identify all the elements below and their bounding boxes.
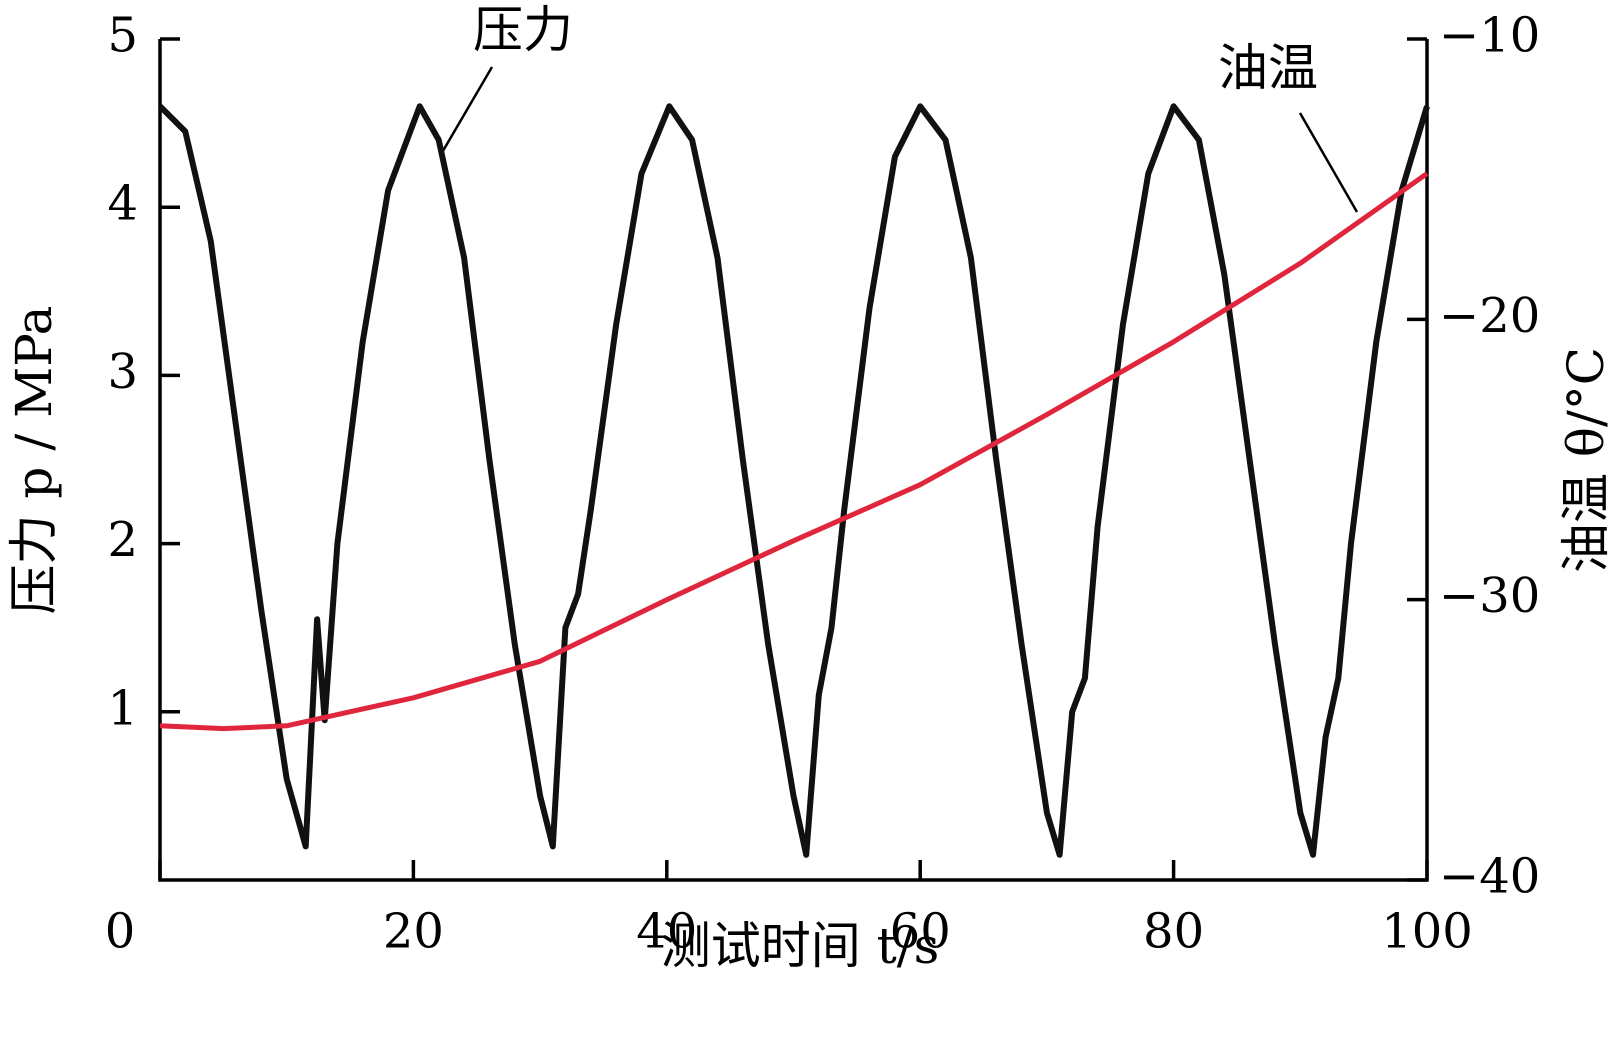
y2-tick-label: −10 (1439, 8, 1540, 64)
x-axis-label: 测试时间 t/s (661, 917, 940, 975)
annotation: 压力 (473, 1, 573, 59)
y2-axis-label: 油温 θ/°C (1557, 347, 1615, 573)
y-tick-label: 4 (107, 176, 138, 232)
x-tick-label: 0 (105, 904, 136, 960)
leader-line (1298, 112, 1359, 213)
x-tick-label: 40 (636, 904, 697, 960)
y-tick-label: 3 (107, 344, 138, 400)
annotation: 油温 (1218, 39, 1318, 97)
y-tick-label: 2 (107, 512, 138, 568)
y2-tick-label: −40 (1439, 849, 1540, 905)
leader-line (438, 66, 494, 157)
data-line (159, 171, 1429, 732)
x-tick-label: 60 (890, 904, 951, 960)
data-line (157, 103, 1430, 858)
x-tick-label: 100 (1381, 904, 1473, 960)
x-tick-label: 20 (383, 904, 444, 960)
y-tick-label: 5 (107, 8, 138, 64)
y-axis-label: 压力 p / MPa (5, 306, 63, 615)
y2-tick-label: −20 (1439, 288, 1540, 344)
y2-tick-label: −30 (1439, 568, 1540, 624)
axis-frame (158, 39, 1429, 882)
x-tick-label: 80 (1143, 904, 1204, 960)
y-tick-label: 1 (107, 680, 138, 736)
